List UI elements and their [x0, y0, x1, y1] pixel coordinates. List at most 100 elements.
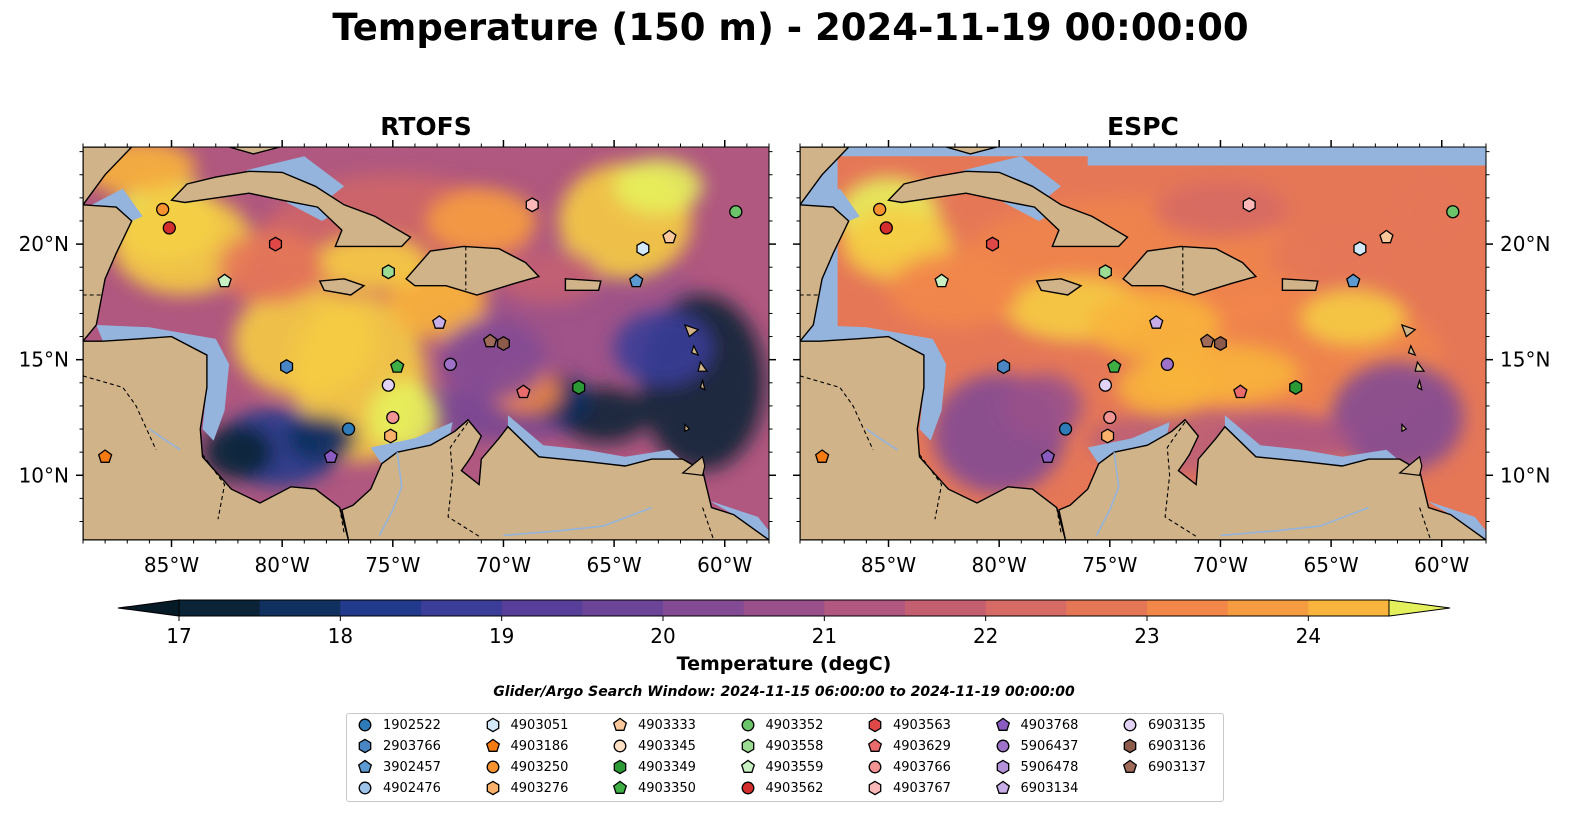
country-border [1164, 421, 1199, 539]
colorbar-bin [1227, 600, 1309, 616]
temperature-eddy [426, 188, 537, 254]
colorbar-tick-label: 23 [1134, 624, 1159, 648]
temperature-eddy [888, 253, 1022, 328]
legend-label: 6903135 [1148, 717, 1206, 733]
float-marker-4903768 [1040, 449, 1056, 463]
legend-marker-pentagon [485, 738, 500, 752]
float-marker-6903137 [482, 333, 498, 348]
float-marker-4903558 [1098, 264, 1112, 280]
legend-marker-circle [741, 718, 754, 732]
legend-marker-pentagon [740, 759, 755, 773]
legend-label: 3902457 [383, 759, 441, 775]
legend-item-6903137: 6903137 [1122, 757, 1206, 777]
land-dominica [690, 344, 700, 357]
float-marker-4903349 [1289, 379, 1303, 395]
legend-marker-circle [358, 718, 372, 732]
temperature-eddy [1386, 172, 1475, 247]
legend-item-4903767: 4903767 [867, 778, 951, 798]
temperature-eddy [614, 158, 703, 215]
land-mexico [83, 204, 133, 540]
legend-item-4903345: 4903345 [612, 736, 696, 756]
legend-marker-hexagon [358, 738, 372, 754]
temperature-eddy [439, 318, 546, 402]
legend-label: 1902522 [383, 717, 441, 733]
temperature-eddy [614, 311, 712, 386]
country-border [202, 454, 226, 520]
search-window-text: Glider/Argo Search Window: 2024-11-15 06… [493, 684, 1075, 700]
colorbar-tick-label: 22 [973, 624, 998, 648]
legend-label: 2903766 [383, 738, 441, 754]
legend-label: 5906437 [1020, 738, 1079, 754]
lat-tick-label: 15°N [1500, 348, 1550, 372]
legend-label: 4903250 [510, 759, 569, 775]
country-border [447, 421, 482, 539]
country-border [339, 507, 345, 534]
land-mexico [800, 204, 850, 540]
shallow-shelf [370, 422, 453, 464]
lon-tick-label: 65°W [1303, 553, 1358, 577]
legend-label: 4903345 [638, 738, 696, 754]
float-marker-4903250 [873, 202, 887, 217]
legend-marker-pentagon [867, 738, 883, 752]
legend-marker-hexagon [868, 717, 882, 733]
lon-tick-label: 70°W [1193, 553, 1248, 577]
shallow-shelf [800, 188, 860, 221]
colorbar-extend-min [117, 599, 180, 617]
colorbar-extend-max [1388, 599, 1451, 617]
float-marker-6903134 [1149, 315, 1164, 329]
legend-label: 4903350 [638, 780, 696, 796]
float-marker-6903136 [1213, 335, 1227, 352]
legend-label: 4903559 [765, 759, 824, 775]
lon-tick-label: 70°W [476, 553, 531, 577]
legend-item-6903136: 6903136 [1122, 736, 1206, 756]
lon-tick-label: 80°W [255, 553, 310, 577]
legend-item-4902476: 4902476 [357, 778, 441, 798]
legend-marker-hexagon [486, 780, 499, 796]
colorbar-tick-label: 18 [328, 624, 353, 648]
lon-tick-label: 85°W [861, 553, 916, 577]
legend-marker-circle [868, 760, 882, 774]
legend-label: 6903134 [1020, 780, 1079, 796]
legend-label: 4903563 [893, 717, 951, 733]
colorbar-tick-label: 20 [650, 624, 675, 648]
legend-item-6903134: 6903134 [995, 778, 1079, 798]
legend-item-1902522: 1902522 [357, 715, 441, 735]
maps-canvas: 85°W 80°W 75°W 70°W 65°W 60°W20°N15°N10°N85°W… [19, 140, 1550, 577]
temperature-eddy [1116, 359, 1214, 416]
legend-item-2903766: 2903766 [357, 736, 441, 756]
float-marker-4903766 [386, 410, 400, 425]
legend-marker-hexagon [868, 780, 882, 796]
float-legend: 1902522 2903766 3902457 4902476 4903051 49031… [346, 713, 1224, 802]
shallow-shelf [813, 325, 947, 441]
land-yucatanNW [800, 147, 850, 206]
lon-tick-label: 85°W [144, 553, 199, 577]
temperature-eddy [1331, 361, 1464, 473]
legend-marker-pentagon [612, 780, 628, 794]
land-puertorico [1281, 278, 1319, 291]
land-martinique [1414, 360, 1426, 372]
legend-marker-circle [741, 781, 754, 795]
legend-label: 6903137 [1148, 759, 1206, 775]
legend-item-4903350: 4903350 [612, 778, 696, 798]
land-hispaniola [1122, 245, 1258, 296]
float-marker-5906437 [1160, 357, 1174, 371]
land-central [83, 335, 350, 540]
legend-label: 4903051 [510, 717, 569, 733]
float-marker-4903349 [572, 379, 586, 395]
country-border [919, 454, 943, 520]
float-marker-5906437 [443, 357, 457, 371]
float-marker-4903559 [934, 273, 949, 288]
legend-item-4903051: 4903051 [485, 715, 569, 735]
land-puertorico [564, 278, 602, 291]
colorbar-bin [179, 600, 261, 616]
float-marker-1902522 [1058, 422, 1073, 436]
lon-tick-label: 75°W [365, 553, 420, 577]
land-cuba [170, 170, 412, 248]
float-marker-2903766 [997, 359, 1011, 375]
legend-marker-pentagon [612, 717, 628, 731]
float-marker-4903558 [381, 264, 395, 280]
legend-item-4903768: 4903768 [995, 715, 1078, 735]
legend-item-4903766: 4903766 [867, 757, 951, 777]
river [503, 506, 652, 537]
float-marker-4903051 [1353, 241, 1367, 257]
